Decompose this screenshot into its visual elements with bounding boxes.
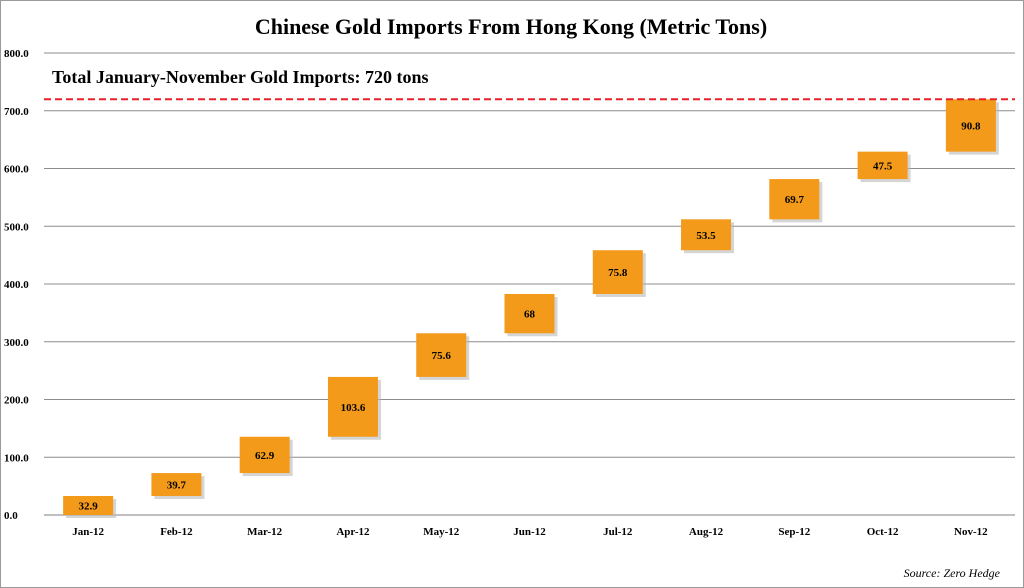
chart-title: Chinese Gold Imports From Hong Kong (Met… xyxy=(255,14,767,39)
y-tick-label: 0.0 xyxy=(4,510,18,522)
y-tick-label: 400.0 xyxy=(4,279,29,291)
x-axis: Jan-12 Feb-12 Mar-12 Apr-12 May-12 Jun-12 Jul-… xyxy=(72,526,988,538)
x-tick-label: Jun-12 xyxy=(513,526,546,538)
source-note: Source: Zero Hedge xyxy=(904,566,1001,580)
data-label: 69.7 xyxy=(785,194,805,206)
data-label: 103.6 xyxy=(341,402,366,414)
x-tick-label: May-12 xyxy=(423,526,460,538)
data-label: 32.9 xyxy=(79,501,99,513)
bar xyxy=(151,473,202,497)
data-label: 47.5 xyxy=(873,160,893,172)
x-tick-label: Aug-12 xyxy=(689,526,724,538)
x-tick-label: Oct-12 xyxy=(867,526,899,538)
y-tick-label: 700.0 xyxy=(4,106,29,118)
y-tick-label: 300.0 xyxy=(4,337,29,349)
bar xyxy=(857,151,908,180)
data-label: 39.7 xyxy=(167,480,187,492)
x-tick-label: Mar-12 xyxy=(247,526,283,538)
x-tick-label: Apr-12 xyxy=(336,526,370,538)
data-label: 75.8 xyxy=(608,267,628,279)
bar xyxy=(945,99,996,152)
bars: 32.9 39.7 62.9 103.6 75.6 68 75.8 53.5 69.7 47.5 9… xyxy=(63,99,999,518)
bar xyxy=(769,179,820,220)
total-label: Total January-November Gold Imports: 720… xyxy=(52,67,429,87)
bar xyxy=(504,293,555,334)
bar xyxy=(63,496,114,515)
y-tick-label: 100.0 xyxy=(4,452,29,464)
y-tick-label: 800.0 xyxy=(4,48,29,60)
y-tick-label: 200.0 xyxy=(4,395,29,407)
bar xyxy=(239,436,290,474)
bar xyxy=(681,219,732,251)
bar xyxy=(592,250,643,294)
y-tick-label: 500.0 xyxy=(4,221,29,233)
bar xyxy=(416,333,467,377)
x-tick-label: Jul-12 xyxy=(603,526,633,538)
x-tick-label: Sep-12 xyxy=(778,526,810,538)
data-label: 90.8 xyxy=(961,120,981,132)
data-label: 53.5 xyxy=(696,230,716,242)
x-tick-label: Feb-12 xyxy=(160,526,193,538)
bar xyxy=(327,376,378,437)
x-tick-label: Jan-12 xyxy=(72,526,104,538)
data-label: 75.6 xyxy=(432,350,452,362)
data-label: 62.9 xyxy=(255,450,275,462)
data-label: 68 xyxy=(524,309,536,321)
gridlines xyxy=(44,52,1015,516)
x-tick-label: Nov-12 xyxy=(954,526,988,538)
y-tick-label: 600.0 xyxy=(4,164,29,176)
y-axis: 0.0 100.0 200.0 300.0 400.0 500.0 600.0 700.0 80… xyxy=(4,48,29,522)
